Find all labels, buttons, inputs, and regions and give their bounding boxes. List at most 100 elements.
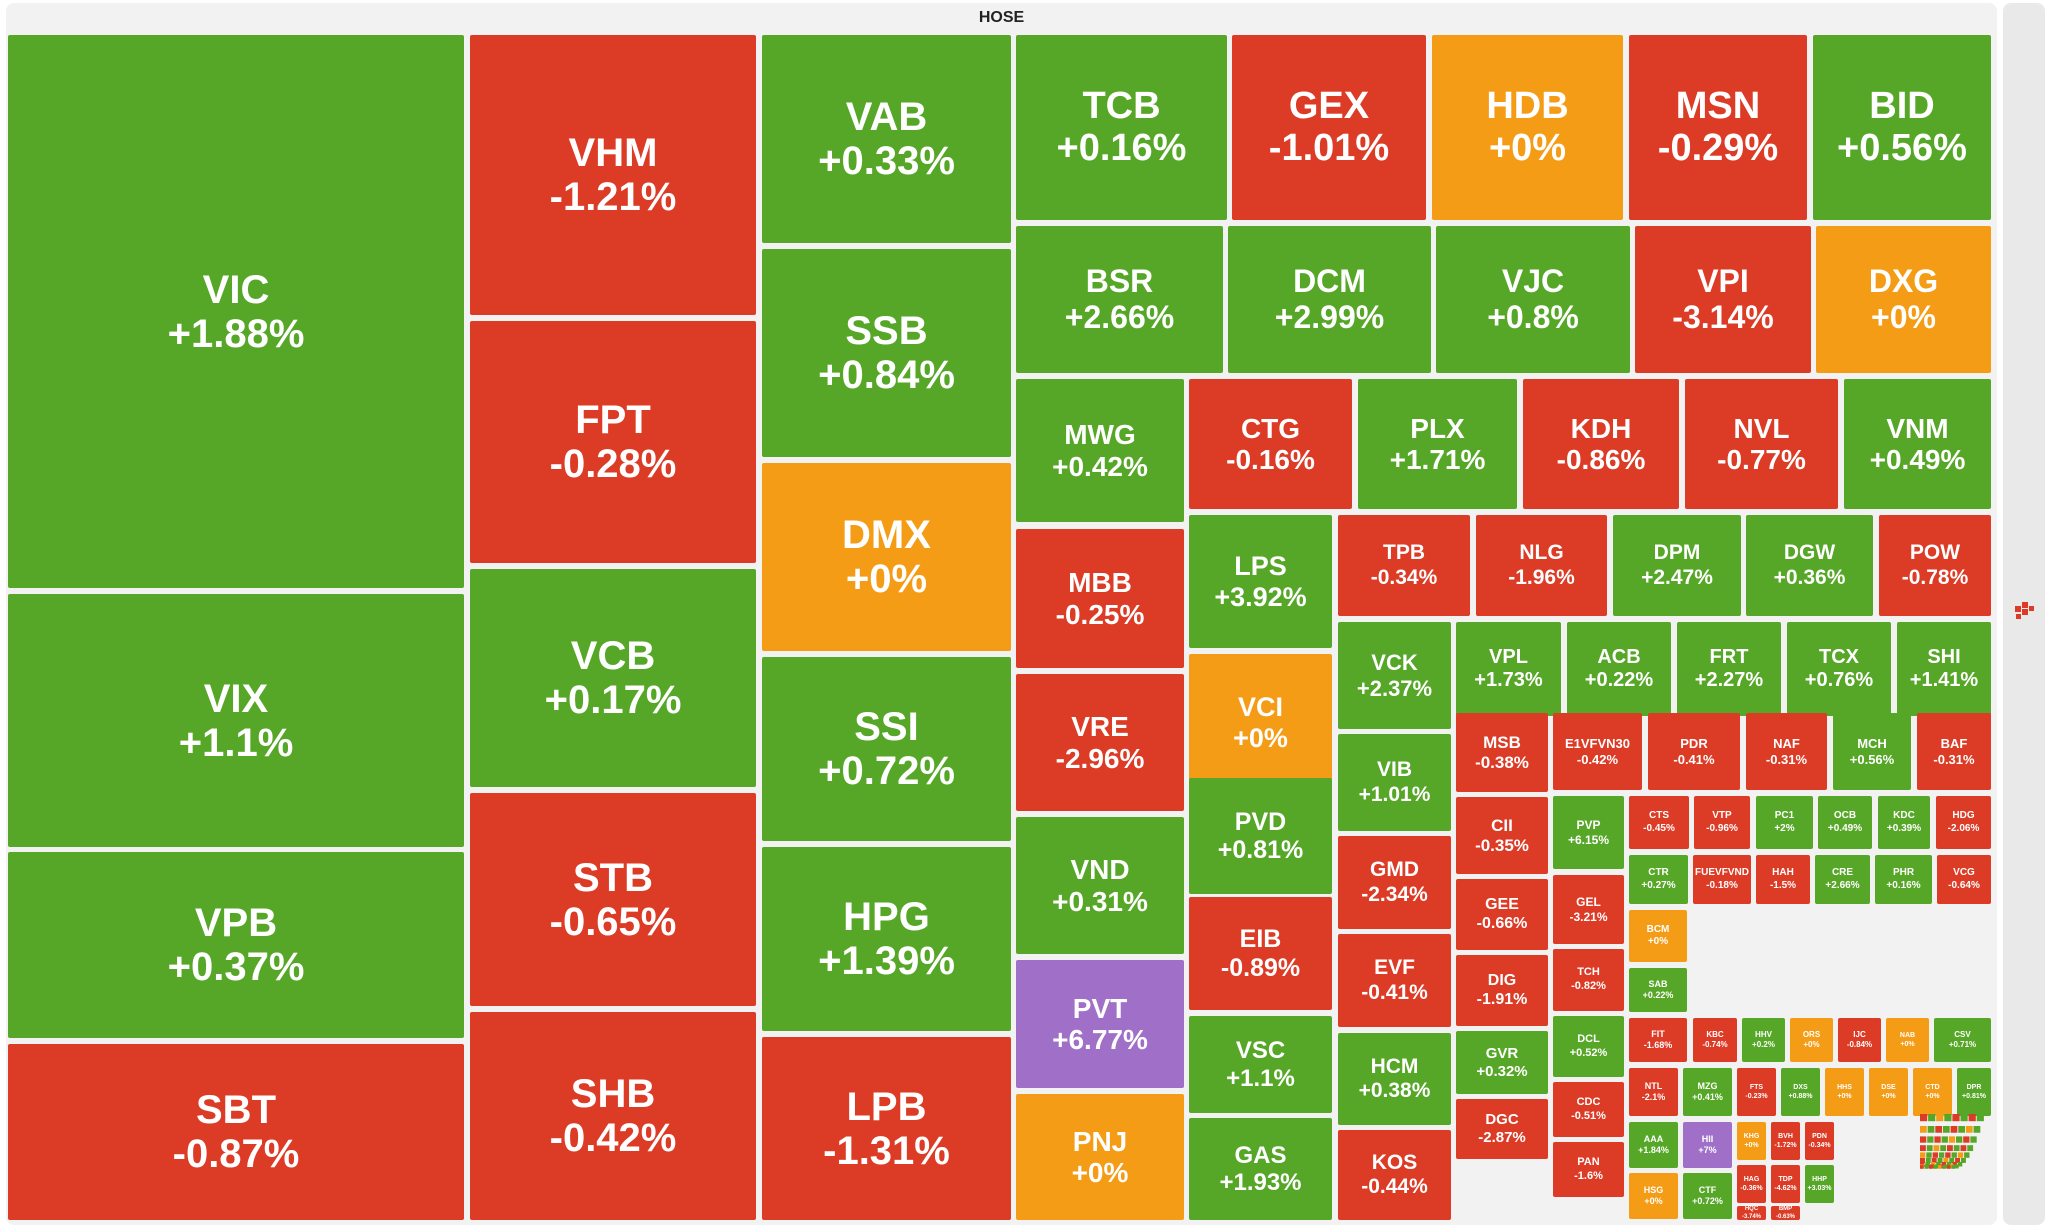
tile-shb[interactable]: SHB -0.42% xyxy=(470,1012,756,1220)
tile-fpt[interactable]: FPT -0.28% xyxy=(470,321,756,563)
micro-tile[interactable] xyxy=(1920,1165,1924,1169)
tile-vix[interactable]: VIX +1.1% xyxy=(8,594,464,847)
tile-hdb[interactable]: HDB +0% xyxy=(1432,35,1623,220)
tile-dig[interactable]: DIG -1.91% xyxy=(1456,955,1548,1026)
micro-tile[interactable] xyxy=(1932,1152,1938,1158)
tile-evf[interactable]: EVF -0.41% xyxy=(1338,934,1451,1027)
tile-bcm[interactable]: BCM +0% xyxy=(1629,910,1687,962)
tile-dpm[interactable]: DPM +2.47% xyxy=(1613,515,1741,616)
tile-mbb[interactable]: MBB -0.25% xyxy=(1016,529,1184,668)
tile-lps[interactable]: LPS +3.92% xyxy=(1189,515,1332,648)
micro-tile[interactable] xyxy=(1944,1164,1949,1169)
tile-ocb[interactable]: OCB +0.49% xyxy=(1818,796,1872,849)
tile-hqc[interactable]: HQC -3.74% xyxy=(1737,1206,1766,1220)
tile-pc1[interactable]: PC1 +2% xyxy=(1756,796,1813,849)
tile-dmx[interactable]: DMX +0% xyxy=(762,463,1011,651)
tile-fuevfvnd[interactable]: FUEVFVND -0.18% xyxy=(1693,855,1751,904)
micro-tile[interactable] xyxy=(1960,1114,1968,1122)
tile-kbc[interactable]: KBC -0.74% xyxy=(1693,1018,1737,1062)
micro-tile[interactable] xyxy=(1925,1158,1931,1163)
tile-gee[interactable]: GEE -0.66% xyxy=(1456,879,1548,950)
tile-frt[interactable]: FRT +2.27% xyxy=(1677,622,1781,716)
tile-tcb[interactable]: TCB +0.16% xyxy=(1016,35,1227,220)
tile-bmp[interactable]: BMP -0.63% xyxy=(1771,1206,1800,1220)
tile-gex[interactable]: GEX -1.01% xyxy=(1232,35,1426,220)
tile-vic[interactable]: VIC +1.88% xyxy=(8,35,464,588)
tile-vcb[interactable]: VCB +0.17% xyxy=(470,569,756,787)
tile-fit[interactable]: FIT -1.68% xyxy=(1629,1018,1687,1062)
tile-pnj[interactable]: PNJ +0% xyxy=(1016,1094,1184,1220)
tile-hdg[interactable]: HDG -2.06% xyxy=(1936,796,1991,849)
tile-ssi[interactable]: SSI +0.72% xyxy=(762,657,1011,841)
tile-vck[interactable]: VCK +2.37% xyxy=(1338,622,1451,729)
tile-baf[interactable]: BAF -0.31% xyxy=(1917,713,1991,790)
tile-hag[interactable]: HAG -0.36% xyxy=(1737,1165,1766,1203)
micro-tile[interactable] xyxy=(1943,1158,1949,1163)
tile-kdh[interactable]: KDH -0.86% xyxy=(1523,379,1679,509)
micro-tile[interactable] xyxy=(1949,1158,1955,1163)
tile-pdn[interactable]: PDN -0.34% xyxy=(1805,1122,1834,1160)
micro-tile[interactable] xyxy=(1926,1145,1933,1152)
tile-pdr[interactable]: PDR -0.41% xyxy=(1648,713,1740,790)
tile-vsc[interactable]: VSC +1.1% xyxy=(1189,1016,1332,1113)
tile-dxg[interactable]: DXG +0% xyxy=(1816,226,1991,373)
micro-tile[interactable] xyxy=(1920,1145,1926,1152)
micro-tile[interactable] xyxy=(1920,1114,1928,1122)
micro-tile[interactable] xyxy=(1963,1136,1970,1143)
tile-vpl[interactable]: VPL +1.73% xyxy=(1456,622,1561,716)
micro-tile[interactable] xyxy=(1936,1162,1941,1167)
tile-phr[interactable]: PHR +0.16% xyxy=(1875,855,1932,904)
tile-vpi[interactable]: VPI -3.14% xyxy=(1635,226,1811,373)
micro-tile[interactable] xyxy=(1947,1165,1951,1169)
tile-plx[interactable]: PLX +1.71% xyxy=(1358,379,1517,509)
tile-naf[interactable]: NAF -0.31% xyxy=(1746,713,1827,790)
tile-dse[interactable]: DSE +0% xyxy=(1869,1068,1908,1116)
tile-dgw[interactable]: DGW +0.36% xyxy=(1746,515,1873,616)
micro-tile[interactable] xyxy=(1973,1126,1981,1133)
tile-dcm[interactable]: DCM +2.99% xyxy=(1228,226,1431,373)
micro-tile[interactable] xyxy=(1937,1158,1943,1163)
tile-ssb[interactable]: SSB +0.84% xyxy=(762,249,1011,457)
tile-hhs[interactable]: HHS +0% xyxy=(1825,1068,1864,1116)
micro-tile[interactable] xyxy=(1960,1145,1967,1152)
tile-vpb[interactable]: VPB +0.37% xyxy=(8,852,464,1038)
tile-vci[interactable]: VCI +0% xyxy=(1189,654,1332,791)
tile-tpb[interactable]: TPB -0.34% xyxy=(1338,515,1470,616)
tile-khg[interactable]: KHG +0% xyxy=(1737,1122,1766,1160)
micro-tile[interactable] xyxy=(1960,1158,1966,1163)
micro-tile[interactable] xyxy=(1957,1152,1964,1158)
tile-lpb[interactable]: LPB -1.31% xyxy=(762,1037,1011,1220)
micro-tile[interactable] xyxy=(1941,1136,1948,1143)
tile-bid[interactable]: BID +0.56% xyxy=(1813,35,1991,220)
tile-tch[interactable]: TCH -0.82% xyxy=(1553,949,1624,1011)
tile-cdc[interactable]: CDC -0.51% xyxy=(1553,1082,1624,1137)
tile-dcl[interactable]: DCL +0.52% xyxy=(1553,1016,1624,1077)
micro-tile[interactable] xyxy=(1968,1114,1976,1122)
tile-tcx[interactable]: TCX +0.76% xyxy=(1787,622,1891,716)
micro-tile[interactable] xyxy=(1920,1136,1927,1143)
micro-tile[interactable] xyxy=(1945,1152,1951,1158)
micro-tile[interactable] xyxy=(1954,1164,1959,1169)
micro-tile[interactable] xyxy=(1976,1114,1984,1122)
tile-vnm[interactable]: VNM +0.49% xyxy=(1844,379,1991,509)
tile-bvh[interactable]: BVH -1.72% xyxy=(1771,1122,1800,1160)
micro-tile[interactable] xyxy=(1970,1136,1977,1143)
tile-sab[interactable]: SAB +0.22% xyxy=(1629,968,1687,1012)
micro-tile[interactable] xyxy=(1927,1126,1935,1133)
tile-pan[interactable]: PAN -1.6% xyxy=(1553,1142,1624,1197)
tile-pvd[interactable]: PVD +0.81% xyxy=(1189,778,1332,894)
micro-tile[interactable] xyxy=(1953,1145,1960,1152)
micro-tile[interactable] xyxy=(1933,1165,1938,1169)
micro-tile[interactable] xyxy=(1920,1158,1925,1163)
micro-tile[interactable] xyxy=(1924,1165,1929,1169)
tile-vab[interactable]: VAB +0.33% xyxy=(762,35,1011,243)
tile-msb[interactable]: MSB -0.38% xyxy=(1456,713,1548,792)
tile-gmd[interactable]: GMD -2.34% xyxy=(1338,836,1451,929)
micro-tile[interactable] xyxy=(1947,1145,1953,1152)
tile-gvr[interactable]: GVR +0.32% xyxy=(1456,1031,1548,1094)
tile-hhp[interactable]: HHP +3.03% xyxy=(1805,1165,1834,1203)
tile-dpr[interactable]: DPR +0.81% xyxy=(1957,1068,1991,1116)
tile-msn[interactable]: MSN -0.29% xyxy=(1629,35,1807,220)
tile-cre[interactable]: CRE +2.66% xyxy=(1815,855,1870,904)
tile-gas[interactable]: GAS +1.93% xyxy=(1189,1118,1332,1220)
